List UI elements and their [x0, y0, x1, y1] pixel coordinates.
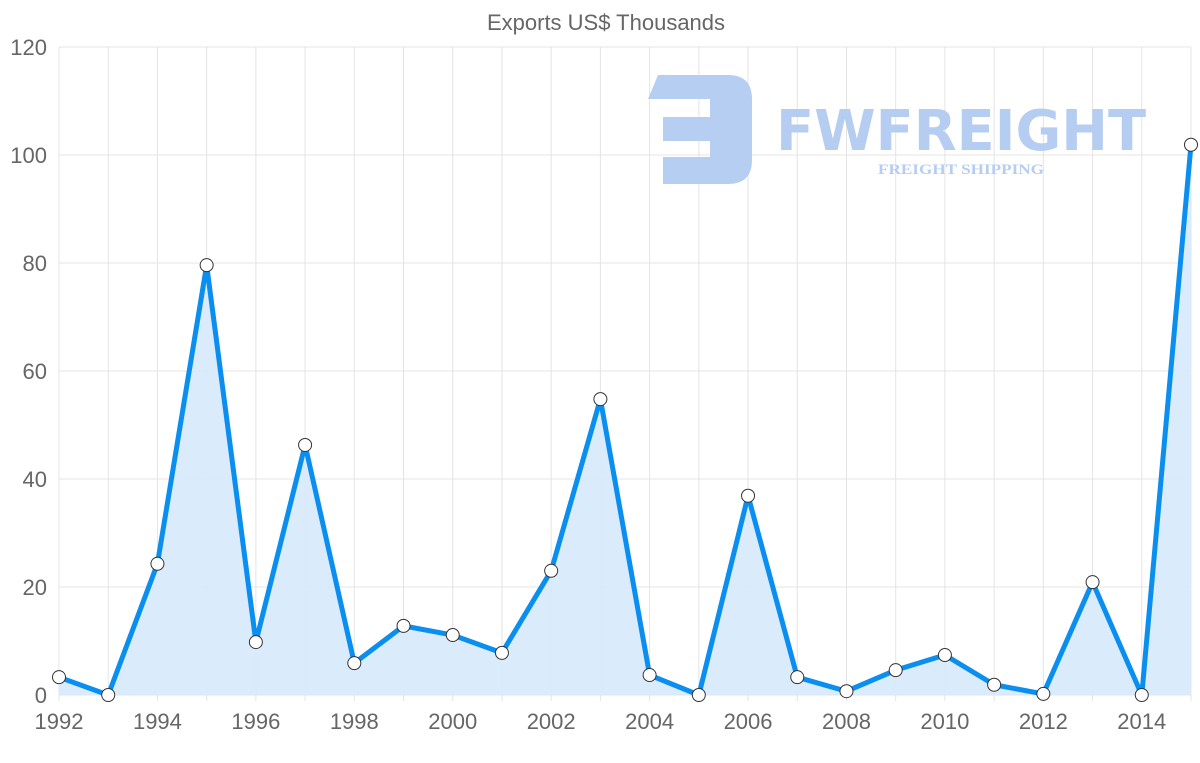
data-point-2001[interactable] — [494, 645, 509, 660]
data-point-2003[interactable] — [593, 392, 608, 407]
x-tick-label: 2012 — [1019, 709, 1068, 734]
x-tick-label: 2014 — [1117, 709, 1166, 734]
y-tick-label: 80 — [23, 251, 47, 276]
data-point-2013[interactable] — [1085, 575, 1100, 590]
data-point-2007[interactable] — [790, 670, 805, 685]
x-tick-label: 2002 — [527, 709, 576, 734]
x-tick-label: 1998 — [330, 709, 379, 734]
y-tick-label: 40 — [23, 467, 47, 492]
logo-brand-text: FWFREIGHT — [776, 99, 1146, 164]
data-point-2015[interactable] — [1184, 137, 1198, 152]
data-point-2012[interactable] — [1036, 686, 1051, 701]
x-tick-label: 2006 — [724, 709, 773, 734]
fwfreight-logo-watermark: FWFREIGHT FREIGHT SHIPPING — [648, 75, 1146, 184]
data-point-1992[interactable] — [52, 670, 66, 685]
data-point-1997[interactable] — [298, 437, 313, 452]
data-point-1994[interactable] — [150, 556, 165, 571]
data-point-2011[interactable] — [987, 677, 1002, 692]
y-tick-label: 0 — [35, 683, 47, 708]
logo-mark-icon — [648, 75, 752, 184]
data-point-2006[interactable] — [741, 488, 756, 503]
x-tick-label: 1994 — [133, 709, 182, 734]
y-tick-label: 60 — [23, 359, 47, 384]
data-point-1999[interactable] — [396, 618, 411, 633]
data-point-1996[interactable] — [248, 635, 263, 650]
x-tick-label: 1992 — [35, 709, 84, 734]
x-tick-label: 2008 — [822, 709, 871, 734]
data-point-1995[interactable] — [199, 258, 214, 273]
y-tick-label: 120 — [10, 35, 47, 60]
x-tick-label: 1996 — [231, 709, 280, 734]
series-area-fill — [59, 144, 1191, 696]
data-point-2002[interactable] — [544, 563, 559, 578]
data-point-2009[interactable] — [888, 663, 903, 678]
x-tick-label: 2004 — [625, 709, 674, 734]
data-point-1993[interactable] — [101, 688, 116, 702]
data-point-2008[interactable] — [839, 684, 854, 699]
data-point-2014[interactable] — [1134, 688, 1149, 702]
y-tick-label: 20 — [23, 575, 47, 600]
data-point-2010[interactable] — [937, 648, 952, 663]
series-line — [58, 144, 1194, 698]
data-point-2004[interactable] — [642, 668, 657, 683]
data-point-2005[interactable] — [691, 688, 706, 702]
logo-tagline-text: FREIGHT SHIPPING — [878, 162, 1044, 178]
data-point-1998[interactable] — [347, 656, 362, 671]
y-tick-label: 100 — [10, 143, 47, 168]
x-tick-label: 2010 — [920, 709, 969, 734]
x-tick-label: 2000 — [428, 709, 477, 734]
data-point-2000[interactable] — [445, 628, 460, 643]
chart-title: Exports US$ Thousands — [487, 10, 725, 35]
